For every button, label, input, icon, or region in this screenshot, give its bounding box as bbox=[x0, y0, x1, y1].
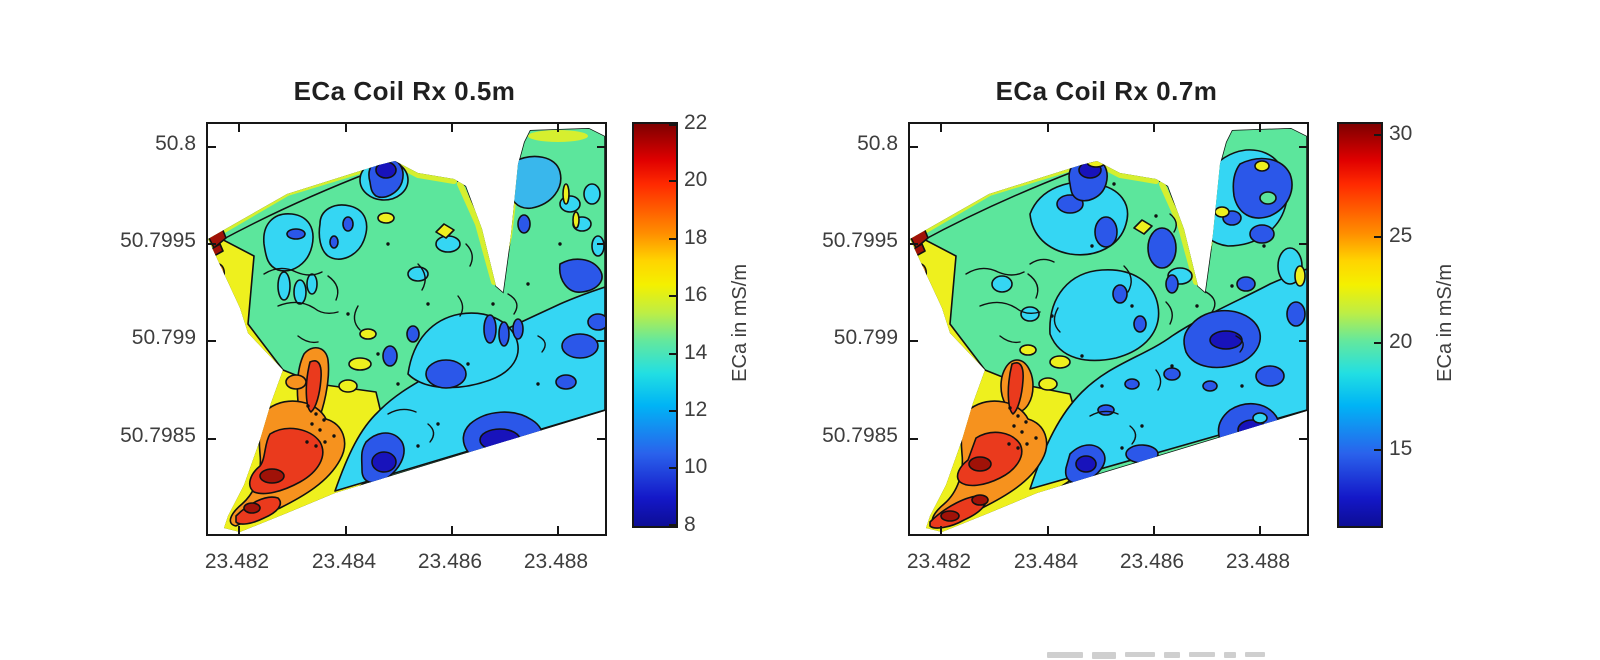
speckles bbox=[928, 182, 1266, 450]
cbar-b-tick-20: 20 bbox=[1389, 330, 1413, 353]
cbar-a-tick-22: 22 bbox=[684, 111, 708, 134]
panel-b-xtick-23.486: 23.486 bbox=[1119, 550, 1185, 573]
cbar-a-tick-12: 12 bbox=[684, 398, 708, 421]
cbar-a-tick-18: 18 bbox=[684, 226, 708, 249]
fringe-tr bbox=[528, 130, 588, 142]
cbar-a-tick-20: 20 bbox=[684, 168, 708, 191]
cbar-b-tick-25: 25 bbox=[1389, 224, 1413, 247]
panel-b-xtick-23.484: 23.484 bbox=[1013, 550, 1079, 573]
fringe-contour bbox=[217, 170, 374, 243]
panel-b-xtick-23.488: 23.488 bbox=[1225, 550, 1291, 573]
panel-b-title: ECa Coil Rx 0.7m bbox=[995, 76, 1218, 106]
contour-svg-a bbox=[208, 124, 605, 534]
cbar-a-tick-14: 14 bbox=[684, 341, 708, 364]
panel-a-xtick-23.486: 23.486 bbox=[417, 550, 483, 573]
panel-a-xtick-23.484: 23.484 bbox=[311, 550, 377, 573]
colorbar-a bbox=[632, 122, 678, 528]
cbar-a-tick-8: 8 bbox=[684, 513, 696, 536]
contour-map-rx-0.5m bbox=[206, 122, 607, 536]
field-surface bbox=[910, 128, 1307, 532]
panel-b-xtick-23.482: 23.482 bbox=[906, 550, 972, 573]
cbar-a-tick-10: 10 bbox=[684, 455, 708, 478]
panel-b-ytick-50.7995: 50.7995 bbox=[822, 229, 898, 252]
colorbar-b bbox=[1337, 122, 1383, 528]
cbar-b-tick-15: 15 bbox=[1389, 437, 1413, 460]
fringe-contour bbox=[919, 170, 1076, 243]
panel-a-xtick-23.488: 23.488 bbox=[523, 550, 589, 573]
panel-b-ytick-50.7985: 50.7985 bbox=[822, 424, 898, 447]
axis-ticks bbox=[208, 124, 605, 534]
field-surface bbox=[208, 128, 605, 532]
cbar-b-axis-label: ECa in mS/m bbox=[1433, 264, 1456, 382]
clipped-text-fragment bbox=[1047, 652, 1265, 660]
cbar-a-tick-16: 16 bbox=[684, 283, 708, 306]
contour-svg-b bbox=[910, 124, 1307, 534]
panel-a-xtick-23.482: 23.482 bbox=[204, 550, 270, 573]
contour-lines bbox=[263, 243, 546, 443]
panel-b-ytick-50.8: 50.8 bbox=[857, 132, 898, 155]
panel-b-ytick-50.799: 50.799 bbox=[833, 326, 898, 349]
panel-a-ytick-50.8: 50.8 bbox=[155, 132, 196, 155]
panel-a-title: ECa Coil Rx 0.5m bbox=[293, 76, 516, 106]
cbar-a-axis-label: ECa in mS/m bbox=[728, 264, 751, 382]
panel-a-ytick-50.7985: 50.7985 bbox=[120, 424, 196, 447]
axis-ticks bbox=[910, 124, 1307, 534]
contour-lines bbox=[965, 213, 1244, 445]
cbar-b-tick-30: 30 bbox=[1389, 122, 1413, 145]
contour-map-rx-0.7m bbox=[908, 122, 1309, 536]
panel-a-ytick-50.799: 50.799 bbox=[131, 326, 196, 349]
panel-a-ytick-50.7995: 50.7995 bbox=[120, 229, 196, 252]
